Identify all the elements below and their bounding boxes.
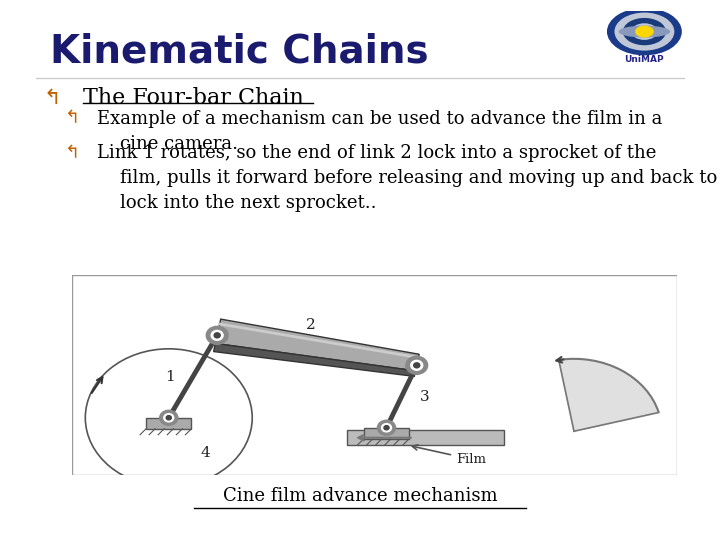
Polygon shape	[214, 343, 415, 376]
Ellipse shape	[618, 25, 670, 37]
Text: 2: 2	[306, 319, 316, 332]
Circle shape	[163, 414, 174, 422]
Circle shape	[206, 326, 228, 345]
FancyBboxPatch shape	[72, 275, 677, 475]
FancyBboxPatch shape	[146, 418, 192, 429]
Circle shape	[635, 25, 654, 37]
Text: ↰: ↰	[65, 144, 80, 162]
Text: 4: 4	[200, 446, 210, 460]
Text: 3: 3	[420, 389, 429, 403]
Circle shape	[406, 356, 428, 374]
Text: Kinematic Chains: Kinematic Chains	[50, 32, 429, 70]
Text: Film: Film	[412, 445, 486, 465]
Polygon shape	[559, 359, 659, 431]
Text: ↰: ↰	[65, 110, 80, 127]
Circle shape	[160, 410, 178, 426]
Polygon shape	[215, 319, 419, 371]
Text: The Four-bar Chain: The Four-bar Chain	[83, 87, 304, 110]
Text: 1: 1	[165, 369, 175, 383]
Text: ↰: ↰	[43, 87, 60, 107]
Circle shape	[214, 333, 220, 338]
Circle shape	[166, 416, 171, 420]
Circle shape	[382, 423, 392, 432]
Circle shape	[631, 23, 657, 40]
Text: Example of a mechanism can be used to advance the film in a
    cine camera.: Example of a mechanism can be used to ad…	[97, 110, 662, 153]
Circle shape	[607, 8, 682, 55]
Circle shape	[384, 426, 389, 430]
Text: Link 1 rotates, so the end of link 2 lock into a sprocket of the
    film, pulls: Link 1 rotates, so the end of link 2 loc…	[97, 144, 717, 212]
Text: UniMAP: UniMAP	[624, 55, 665, 64]
Text: Cine film advance mechanism: Cine film advance mechanism	[222, 487, 498, 505]
Circle shape	[377, 420, 395, 435]
Circle shape	[614, 12, 675, 51]
Circle shape	[414, 363, 420, 368]
Circle shape	[211, 330, 223, 340]
FancyBboxPatch shape	[347, 430, 505, 445]
FancyBboxPatch shape	[364, 428, 409, 438]
Circle shape	[623, 18, 666, 45]
Circle shape	[410, 360, 423, 370]
